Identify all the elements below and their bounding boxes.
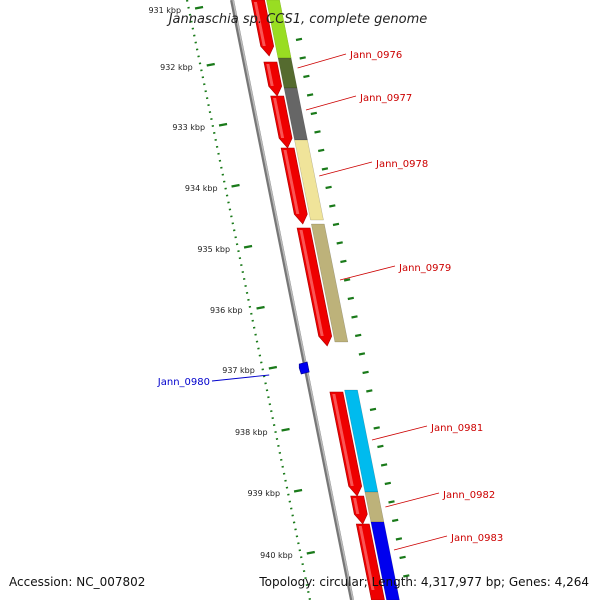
- ruler-major-tick: [306, 550, 315, 555]
- gene-track: [266, 0, 410, 600]
- gene-label-leader: [393, 535, 448, 551]
- gene-label-leader: [211, 374, 270, 382]
- track-tick: [377, 444, 384, 449]
- ruler-major-tick: [231, 183, 240, 188]
- ruler-major-tick: [293, 488, 303, 493]
- cds-feature-highlight: [332, 394, 354, 486]
- cds-feature: [263, 61, 283, 97]
- ruler-tick-label: 940 kbp: [260, 551, 293, 560]
- topology-text: Topology: circular; Length: 4,317,977 bp…: [258, 575, 589, 589]
- ruler-major-tick: [268, 365, 278, 370]
- gene-feature: [298, 361, 310, 375]
- ruler: 931 kbp 932 kbp 933 kbp 934 kbp 935 kbp 936 k…: [148, 0, 315, 600]
- ruler-tick-label: 935 kbp: [197, 245, 230, 254]
- ruler-tick-label: 937 kbp: [222, 366, 255, 375]
- track-tick: [332, 222, 340, 227]
- gene-label[interactable]: Jann_0983: [450, 533, 503, 544]
- cds-feature-highlight: [353, 498, 360, 514]
- ruler-major-tick: [194, 5, 204, 10]
- track-tick: [351, 315, 358, 319]
- gene-label-leader: [297, 53, 347, 69]
- track-tick: [369, 407, 377, 412]
- ruler-tick-label: 932 kbp: [160, 63, 193, 72]
- track-tick: [388, 500, 395, 504]
- track-tick: [310, 111, 318, 116]
- ruler-major-tick: [206, 62, 215, 67]
- track-tick: [391, 518, 399, 523]
- gene-labels: Jann_0976 Jann_0977 Jann_0978 Jann_0979 Jann…: [157, 50, 503, 551]
- backbone: [230, 0, 354, 600]
- gene-label-leader: [339, 265, 396, 281]
- track-tick: [366, 389, 373, 393]
- track-tick: [362, 370, 369, 375]
- gene-feature: [370, 521, 400, 600]
- track-tick: [343, 278, 351, 282]
- gene-label-leader: [305, 95, 357, 111]
- gene-label[interactable]: Jann_0976: [349, 50, 402, 61]
- ruler-major-tick: [281, 427, 290, 432]
- backbone-highlight: [232, 0, 354, 600]
- ruler-tick-label: 936 kbp: [210, 306, 243, 315]
- gene-feature: [364, 491, 385, 523]
- track-tick: [336, 241, 343, 245]
- track-tick: [373, 426, 380, 430]
- gene-label[interactable]: Jann_0979: [398, 263, 451, 274]
- cds-feature-highlight: [299, 230, 324, 336]
- ruler-tick-label: 934 kbp: [185, 184, 218, 193]
- gene-feature: [294, 139, 324, 221]
- ruler-tick-label: 939 kbp: [247, 489, 280, 498]
- cds-track: [251, 0, 385, 600]
- track-tick: [399, 555, 406, 560]
- track-tick: [358, 352, 366, 356]
- track-tick: [380, 463, 388, 467]
- track-tick: [354, 333, 362, 338]
- ruler-major-tick: [218, 122, 228, 127]
- track-tick: [340, 259, 347, 264]
- track-tick: [295, 37, 303, 42]
- gene-feature: [310, 223, 349, 343]
- gene-label[interactable]: Jann_0980: [157, 377, 210, 388]
- track-tick: [384, 481, 392, 486]
- cds-feature-highlight: [273, 98, 285, 138]
- track-tick: [395, 537, 403, 541]
- ruler-tick-label: 938 kbp: [235, 428, 268, 437]
- track-tick: [403, 574, 410, 578]
- cds-feature-highlight: [358, 526, 375, 590]
- gene-label-leader: [319, 161, 373, 177]
- gene-label[interactable]: Jann_0982: [442, 490, 495, 501]
- cds-feature-highlight: [266, 64, 274, 86]
- cds-feature-highlight: [283, 150, 300, 214]
- ruler-major-tick: [256, 305, 265, 310]
- cds-feature-highlight: [253, 2, 266, 46]
- gene-label[interactable]: Jann_0978: [375, 159, 428, 170]
- gene-label[interactable]: Jann_0981: [430, 423, 483, 434]
- ruler-major-tick: [243, 244, 253, 249]
- track-tick: [329, 204, 336, 208]
- track-tick: [325, 185, 332, 190]
- ruler-tick-label: 931 kbp: [148, 6, 181, 15]
- gene-label-leader: [385, 492, 440, 508]
- track-tick: [299, 56, 306, 60]
- map-title: Jannaschia sp. CCS1, complete genome: [166, 12, 428, 27]
- ruler-dotted-axis: [185, 0, 312, 600]
- track-tick: [303, 74, 310, 79]
- track-tick: [317, 148, 325, 153]
- backbone-line: [230, 0, 354, 600]
- track-tick: [347, 296, 355, 301]
- gene-label[interactable]: Jann_0977: [359, 93, 412, 104]
- ruler-tick-label: 933 kbp: [172, 123, 205, 132]
- cds-feature: [350, 495, 368, 525]
- accession-text: Accession: NC_007802: [9, 575, 145, 589]
- track-tick: [321, 167, 329, 171]
- track-tick: [306, 93, 314, 97]
- track-tick: [314, 130, 321, 134]
- gene-label-leader: [371, 425, 428, 441]
